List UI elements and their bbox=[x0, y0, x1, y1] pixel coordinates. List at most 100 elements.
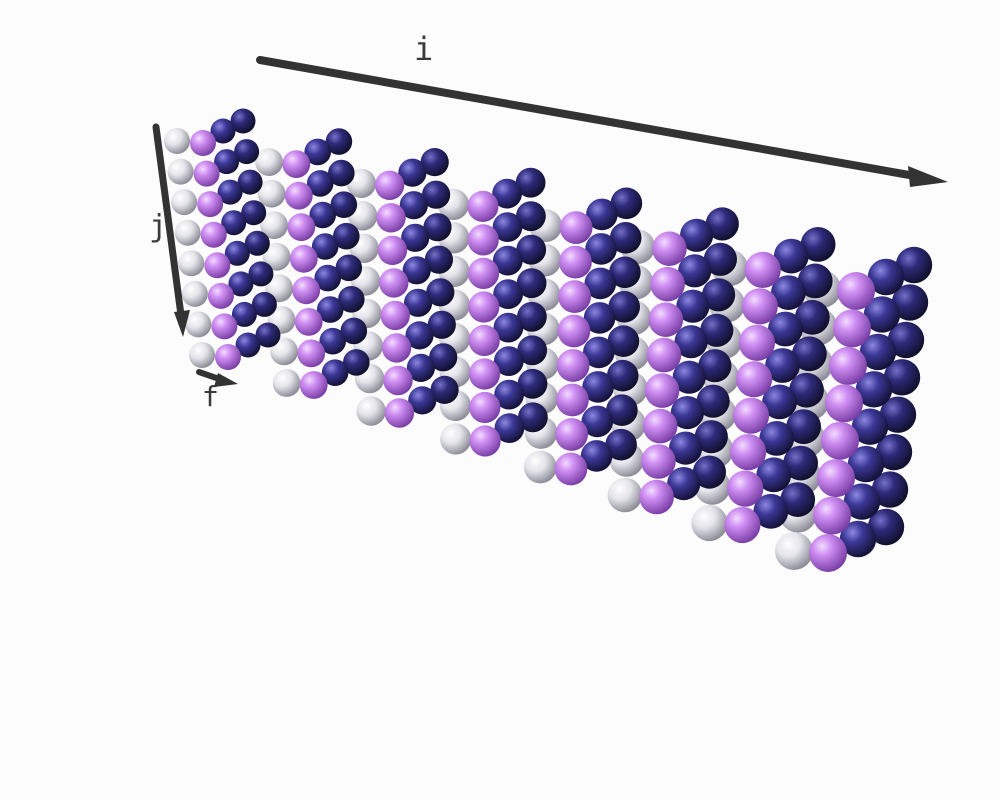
back-blue-layer-sphere bbox=[610, 187, 643, 220]
back-blue-layer-sphere bbox=[871, 471, 909, 508]
back-blue-layer-sphere bbox=[517, 368, 548, 399]
blue-layer-sphere bbox=[585, 233, 617, 265]
back-blue-layer-sphere bbox=[333, 222, 360, 250]
back-blue-layer-sphere bbox=[517, 301, 547, 332]
blue-layer-sphere bbox=[314, 264, 342, 292]
back-blue-layer-sphere bbox=[427, 310, 456, 339]
blue-layer-sphere bbox=[217, 179, 243, 205]
blue-layer-sphere bbox=[773, 238, 809, 274]
blue-layer-sphere bbox=[667, 467, 701, 501]
back-blue-layer-sphere bbox=[875, 433, 913, 471]
f-axis-arrow bbox=[196, 369, 238, 387]
front-layer-sphere bbox=[200, 221, 227, 248]
back-blue-layer-sphere bbox=[516, 201, 546, 232]
back-blue-layer-sphere bbox=[516, 234, 547, 265]
front-layer-sphere bbox=[559, 245, 592, 279]
front-layer-sphere bbox=[738, 324, 776, 361]
front-layer-sphere bbox=[829, 346, 867, 385]
front-layer-sphere bbox=[809, 534, 847, 572]
blue-layer-sphere bbox=[224, 240, 250, 266]
blue-layer-sphere bbox=[408, 386, 437, 415]
blue-layer-sphere bbox=[765, 348, 800, 383]
blue-layer-sphere bbox=[584, 267, 617, 300]
back-blue-layer-sphere bbox=[867, 508, 905, 546]
blue-layer-sphere bbox=[855, 371, 893, 408]
blue-layer-sphere bbox=[771, 275, 806, 310]
back-blue-layer-sphere bbox=[430, 375, 459, 404]
white-layer-sphere bbox=[260, 211, 288, 240]
front-layer-sphere bbox=[469, 425, 501, 457]
front-layer-sphere bbox=[741, 288, 778, 325]
blue-layer-sphere bbox=[669, 431, 703, 465]
white-layer-sphere bbox=[178, 250, 205, 277]
blue-layer-sphere bbox=[319, 327, 347, 355]
back-blue-layer-sphere bbox=[607, 325, 640, 358]
front-layer-sphere bbox=[294, 308, 323, 336]
front-layer-sphere bbox=[469, 391, 501, 424]
blue-layer-sphere bbox=[221, 210, 247, 236]
back-blue-layer-sphere bbox=[424, 245, 453, 274]
front-layer-sphere bbox=[467, 190, 499, 222]
blue-layer-sphere bbox=[311, 233, 339, 260]
front-layer-sphere bbox=[468, 358, 501, 390]
back-blue-layer-sphere bbox=[325, 128, 353, 155]
blue-layer-sphere bbox=[672, 360, 706, 394]
blue-layer-sphere bbox=[680, 218, 714, 252]
back-blue-layer-sphere bbox=[608, 291, 640, 323]
front-layer-sphere bbox=[825, 384, 863, 423]
white-layer-sphere bbox=[167, 158, 194, 185]
blue-layer-sphere bbox=[492, 212, 523, 243]
blue-layer-sphere bbox=[859, 333, 897, 371]
front-layer-sphere bbox=[644, 373, 680, 408]
white-layer-sphere bbox=[255, 148, 283, 177]
blue-layer-sphere bbox=[235, 332, 261, 358]
blue-layer-sphere bbox=[580, 440, 613, 472]
front-layer-sphere bbox=[380, 300, 410, 331]
back-blue-layer-sphere bbox=[895, 246, 933, 284]
blue-layer-sphere bbox=[321, 359, 349, 387]
blue-layer-sphere bbox=[753, 493, 789, 529]
white-layer-sphere bbox=[440, 423, 472, 455]
front-layer-sphere bbox=[558, 280, 591, 313]
back-blue-layer-sphere bbox=[696, 384, 730, 418]
blue-layer-sphere bbox=[493, 312, 524, 343]
blue-layer-sphere bbox=[493, 346, 524, 376]
white-layer-sphere bbox=[607, 477, 643, 513]
back-blue-layer-sphere bbox=[783, 445, 818, 481]
blue-layer-sphere bbox=[309, 201, 337, 229]
front-layer-sphere bbox=[744, 251, 781, 288]
blue-layer-sphere bbox=[306, 170, 334, 197]
back-blue-layer-sphere bbox=[887, 321, 925, 359]
white-layer-sphere bbox=[262, 242, 291, 271]
front-layer-sphere bbox=[381, 333, 412, 363]
blue-layer-sphere bbox=[214, 149, 240, 175]
back-blue-layer-sphere bbox=[891, 284, 929, 321]
front-layer-sphere bbox=[197, 191, 224, 218]
front-layer-sphere bbox=[468, 324, 500, 357]
back-blue-layer-sphere bbox=[335, 254, 363, 282]
front-layer-sphere bbox=[377, 235, 408, 265]
front-layer-sphere bbox=[284, 181, 313, 210]
i-axis-arrow bbox=[256, 56, 948, 187]
front-layer-sphere bbox=[813, 496, 851, 535]
front-layer-sphere bbox=[650, 266, 685, 302]
front-layer-sphere bbox=[639, 479, 674, 515]
front-layer-sphere bbox=[557, 314, 591, 348]
front-layer-sphere bbox=[215, 344, 241, 370]
back-blue-layer-sphere bbox=[797, 263, 833, 299]
blue-layer-sphere bbox=[867, 258, 905, 296]
blue-layer-sphere bbox=[492, 245, 523, 276]
white-layer-sphere bbox=[270, 337, 298, 366]
front-layer-sphere bbox=[652, 231, 687, 266]
back-blue-layer-sphere bbox=[234, 139, 260, 165]
blue-layer-sphere bbox=[674, 325, 708, 359]
blue-layer-sphere bbox=[843, 483, 881, 520]
blue-layer-sphere bbox=[583, 302, 616, 334]
front-layer-sphere bbox=[292, 276, 321, 305]
blue-layer-sphere bbox=[493, 279, 523, 309]
blue-layer-sphere bbox=[402, 256, 431, 285]
back-blue-layer-sphere bbox=[700, 313, 734, 347]
blue-layer-sphere bbox=[304, 138, 332, 166]
blue-layer-sphere bbox=[404, 288, 433, 317]
back-blue-layer-sphere bbox=[605, 428, 637, 461]
